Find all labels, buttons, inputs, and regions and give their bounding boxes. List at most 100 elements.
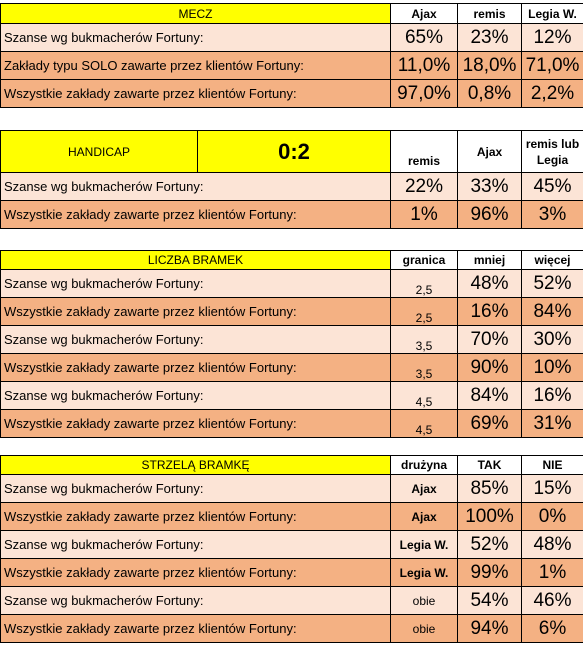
- mecz-title: MECZ: [0, 3, 391, 24]
- bramki-header-wiecej: więcej: [521, 250, 583, 270]
- team-cell: obie: [390, 586, 458, 615]
- value-cell: 45%: [521, 172, 583, 201]
- limit-cell: 2,5: [390, 297, 458, 326]
- value-cell: 11,0%: [390, 51, 458, 80]
- table-row: Wszystkie zakłady zawarte przez klientów…: [0, 79, 583, 108]
- handicap-title: HANDICAP: [0, 130, 198, 173]
- limit-cell: 4,5: [390, 409, 458, 438]
- mecz-header-legia: Legia W.: [521, 3, 583, 24]
- handicap-table: HANDICAP 0:2 remis Ajax remis lub Legia …: [0, 130, 583, 229]
- limit-cell: 3,5: [390, 325, 458, 354]
- value-cell: 16%: [457, 297, 522, 326]
- value-cell: 10%: [521, 353, 583, 382]
- strzela-title: STRZELĄ BRAMKĘ: [0, 455, 391, 475]
- handicap-header-remis-legia: remis lub Legia: [521, 130, 583, 173]
- value-cell: 71,0%: [521, 51, 583, 80]
- limit-cell: 2,5: [390, 269, 458, 298]
- row-label: Szanse wg bukmacherów Fortuny:: [0, 325, 391, 354]
- value-cell: 1%: [521, 558, 583, 587]
- table-row: Szanse wg bukmacherów Fortuny: 4,5 84% 1…: [0, 381, 583, 410]
- bramki-header-granica: granica: [390, 250, 458, 270]
- row-label: Wszystkie zakłady zawarte przez klientów…: [0, 409, 391, 438]
- value-cell: 18,0%: [457, 51, 522, 80]
- limit-cell: 3,5: [390, 353, 458, 382]
- row-label: Wszystkie zakłady zawarte przez klientów…: [0, 200, 391, 229]
- value-cell: 1%: [390, 200, 458, 229]
- table-row: Szanse wg bukmacherów Fortuny: 2,5 48% 5…: [0, 269, 583, 298]
- value-cell: 48%: [521, 530, 583, 559]
- value-cell: 48%: [457, 269, 522, 298]
- value-cell: 16%: [521, 381, 583, 410]
- value-cell: 85%: [457, 474, 522, 503]
- handicap-header-remis: remis: [390, 130, 458, 173]
- value-cell: 12%: [521, 23, 583, 52]
- value-cell: 15%: [521, 474, 583, 503]
- value-cell: 31%: [521, 409, 583, 438]
- bramki-table: LICZBA BRAMEK granica mniej więcej Szans…: [0, 250, 583, 438]
- mecz-table: MECZ Ajax remis Legia W. Szanse wg bukma…: [0, 3, 583, 108]
- handicap-score: 0:2: [197, 130, 391, 173]
- value-cell: 30%: [521, 325, 583, 354]
- table-row: Szanse wg bukmacherów Fortuny: 22% 33% 4…: [0, 172, 583, 201]
- row-label: Wszystkie zakłady zawarte przez klientów…: [0, 502, 391, 531]
- team-cell: Ajax: [390, 502, 458, 531]
- value-cell: 69%: [457, 409, 522, 438]
- strzela-table: STRZELĄ BRAMKĘ drużyna TAK NIE Szanse wg…: [0, 455, 583, 643]
- mecz-header-remis: remis: [457, 3, 522, 24]
- value-cell: 3%: [521, 200, 583, 229]
- row-label: Wszystkie zakłady zawarte przez klientów…: [0, 353, 391, 382]
- row-label: Szanse wg bukmacherów Fortuny:: [0, 530, 391, 559]
- row-label: Wszystkie zakłady zawarte przez klientów…: [0, 297, 391, 326]
- row-label: Wszystkie zakłady zawarte przez klientów…: [0, 558, 391, 587]
- team-cell: Ajax: [390, 474, 458, 503]
- table-row: Wszystkie zakłady zawarte przez klientów…: [0, 614, 583, 643]
- value-cell: 6%: [521, 614, 583, 643]
- value-cell: 90%: [457, 353, 522, 382]
- value-cell: 54%: [457, 586, 522, 615]
- table-row: Szanse wg bukmacherów Fortuny: Legia W. …: [0, 530, 583, 559]
- team-cell: Legia W.: [390, 558, 458, 587]
- value-cell: 22%: [390, 172, 458, 201]
- team-cell: obie: [390, 614, 458, 643]
- value-cell: 70%: [457, 325, 522, 354]
- value-cell: 0,8%: [457, 79, 522, 108]
- row-label: Szanse wg bukmacherów Fortuny:: [0, 23, 391, 52]
- value-cell: 100%: [457, 502, 522, 531]
- table-row: Wszystkie zakłady zawarte przez klientów…: [0, 200, 583, 229]
- table-row: Wszystkie zakłady zawarte przez klientów…: [0, 502, 583, 531]
- handicap-header-ajax: Ajax: [457, 130, 522, 173]
- mecz-header-ajax: Ajax: [390, 3, 458, 24]
- value-cell: 84%: [521, 297, 583, 326]
- strzela-header-tak: TAK: [457, 455, 522, 475]
- value-cell: 84%: [457, 381, 522, 410]
- value-cell: 99%: [457, 558, 522, 587]
- row-label: Zakłady typu SOLO zawarte przez klientów…: [0, 51, 391, 80]
- row-label: Szanse wg bukmacherów Fortuny:: [0, 269, 391, 298]
- value-cell: 52%: [521, 269, 583, 298]
- table-row: Szanse wg bukmacherów Fortuny: Ajax 85% …: [0, 474, 583, 503]
- value-cell: 97,0%: [390, 79, 458, 108]
- team-cell: Legia W.: [390, 530, 458, 559]
- table-row: Zakłady typu SOLO zawarte przez klientów…: [0, 51, 583, 80]
- value-cell: 2,2%: [521, 79, 583, 108]
- value-cell: 96%: [457, 200, 522, 229]
- limit-cell: 4,5: [390, 381, 458, 410]
- table-row: Szanse wg bukmacherów Fortuny: 65% 23% 1…: [0, 23, 583, 52]
- value-cell: 23%: [457, 23, 522, 52]
- row-label: Szanse wg bukmacherów Fortuny:: [0, 381, 391, 410]
- value-cell: 0%: [521, 502, 583, 531]
- value-cell: 46%: [521, 586, 583, 615]
- row-label: Szanse wg bukmacherów Fortuny:: [0, 586, 391, 615]
- value-cell: 94%: [457, 614, 522, 643]
- bramki-title: LICZBA BRAMEK: [0, 250, 391, 270]
- row-label: Szanse wg bukmacherów Fortuny:: [0, 474, 391, 503]
- table-row: Szanse wg bukmacherów Fortuny: 3,5 70% 3…: [0, 325, 583, 354]
- row-label: Szanse wg bukmacherów Fortuny:: [0, 172, 391, 201]
- table-row: Wszystkie zakłady zawarte przez klientów…: [0, 353, 583, 382]
- table-row: Szanse wg bukmacherów Fortuny: obie 54% …: [0, 586, 583, 615]
- bramki-header-mniej: mniej: [457, 250, 522, 270]
- table-row: Wszystkie zakłady zawarte przez klientów…: [0, 297, 583, 326]
- table-row: Wszystkie zakłady zawarte przez klientów…: [0, 409, 583, 438]
- table-row: Wszystkie zakłady zawarte przez klientów…: [0, 558, 583, 587]
- strzela-header-nie: NIE: [521, 455, 583, 475]
